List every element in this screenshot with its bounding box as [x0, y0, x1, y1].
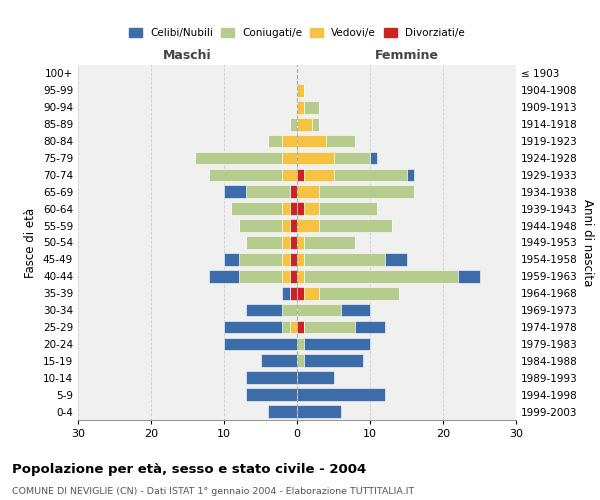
Bar — [385, 253, 407, 266]
Bar — [319, 186, 414, 198]
Bar — [297, 101, 304, 114]
Bar — [239, 253, 283, 266]
Bar — [283, 134, 297, 147]
Bar — [239, 220, 283, 232]
Bar — [283, 320, 290, 334]
Bar — [458, 270, 479, 282]
Bar — [283, 304, 297, 316]
Bar — [260, 354, 297, 367]
Bar — [297, 152, 334, 164]
Bar — [246, 372, 297, 384]
Text: Maschi: Maschi — [163, 48, 212, 62]
Bar — [283, 202, 290, 215]
Bar — [297, 84, 304, 96]
Bar — [283, 253, 290, 266]
Bar — [297, 287, 304, 300]
Bar — [297, 118, 311, 130]
Bar — [319, 287, 399, 300]
Bar — [283, 287, 290, 300]
Bar — [268, 134, 283, 147]
Bar — [311, 118, 319, 130]
Bar — [297, 253, 304, 266]
Bar — [246, 304, 283, 316]
Bar — [297, 220, 319, 232]
Bar — [304, 168, 334, 181]
Bar — [224, 253, 239, 266]
Bar — [297, 236, 304, 249]
Bar — [224, 320, 283, 334]
Bar — [304, 236, 355, 249]
Bar — [304, 287, 319, 300]
Bar — [297, 304, 341, 316]
Bar — [304, 202, 319, 215]
Bar — [341, 304, 370, 316]
Bar — [246, 236, 283, 249]
Bar — [239, 270, 283, 282]
Bar — [246, 186, 290, 198]
Bar — [319, 202, 377, 215]
Text: Femmine: Femmine — [374, 48, 439, 62]
Bar — [297, 168, 304, 181]
Bar — [290, 186, 297, 198]
Bar — [297, 388, 385, 401]
Bar — [283, 152, 297, 164]
Y-axis label: Anni di nascita: Anni di nascita — [581, 199, 594, 286]
Bar — [297, 354, 304, 367]
Bar — [297, 270, 304, 282]
Bar — [304, 354, 362, 367]
Bar — [209, 270, 239, 282]
Bar — [290, 220, 297, 232]
Bar — [297, 338, 304, 350]
Bar — [224, 338, 297, 350]
Bar — [304, 270, 458, 282]
Bar — [407, 168, 414, 181]
Bar — [283, 168, 297, 181]
Bar — [268, 405, 297, 418]
Text: Popolazione per età, sesso e stato civile - 2004: Popolazione per età, sesso e stato civil… — [12, 462, 366, 475]
Bar — [326, 134, 355, 147]
Bar — [319, 220, 392, 232]
Bar — [246, 388, 297, 401]
Bar — [297, 202, 304, 215]
Legend: Celibi/Nubili, Coniugati/e, Vedovi/e, Divorziati/e: Celibi/Nubili, Coniugati/e, Vedovi/e, Di… — [125, 24, 469, 42]
Bar — [297, 405, 341, 418]
Bar — [304, 338, 370, 350]
Bar — [283, 220, 290, 232]
Bar — [290, 202, 297, 215]
Bar — [304, 320, 355, 334]
Bar — [297, 320, 304, 334]
Bar — [334, 152, 370, 164]
Bar — [232, 202, 283, 215]
Bar — [304, 101, 319, 114]
Bar — [283, 270, 290, 282]
Text: COMUNE DI NEVIGLIE (CN) - Dati ISTAT 1° gennaio 2004 - Elaborazione TUTTITALIA.I: COMUNE DI NEVIGLIE (CN) - Dati ISTAT 1° … — [12, 488, 414, 496]
Bar — [304, 253, 385, 266]
Bar — [290, 270, 297, 282]
Bar — [297, 372, 334, 384]
Bar — [209, 168, 283, 181]
Bar — [290, 287, 297, 300]
Bar — [297, 186, 319, 198]
Bar — [355, 320, 385, 334]
Bar — [290, 253, 297, 266]
Bar — [370, 152, 377, 164]
Bar — [283, 236, 290, 249]
Bar — [297, 134, 326, 147]
Bar — [224, 186, 246, 198]
Y-axis label: Fasce di età: Fasce di età — [25, 208, 37, 278]
Bar — [290, 320, 297, 334]
Bar — [290, 118, 297, 130]
Bar — [334, 168, 407, 181]
Bar — [290, 236, 297, 249]
Bar — [195, 152, 283, 164]
